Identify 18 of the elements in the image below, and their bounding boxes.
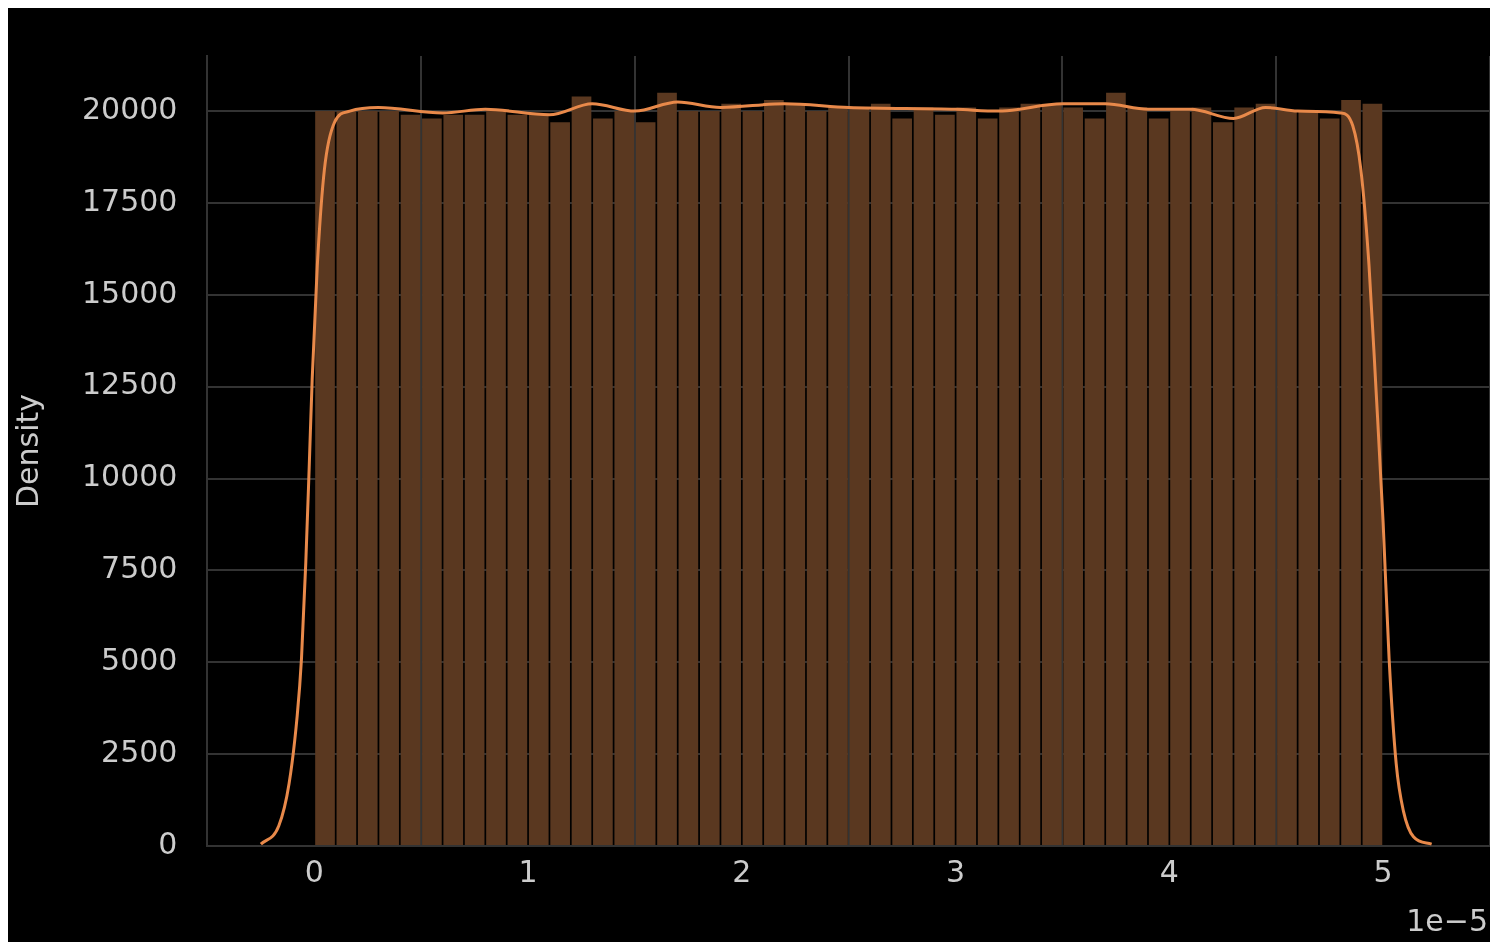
y-tick-label: 15000 bbox=[82, 274, 178, 310]
y-tick-label: 7500 bbox=[101, 550, 178, 586]
x-tick-label: 0 bbox=[304, 853, 324, 889]
line-series bbox=[259, 100, 1434, 846]
y-tick-label: 12500 bbox=[82, 366, 178, 402]
y-axis-title: Density bbox=[9, 393, 45, 509]
y-tick-label: 17500 bbox=[82, 182, 178, 218]
x-tick-label: 5 bbox=[1373, 853, 1393, 889]
x-tick-label: 1 bbox=[518, 853, 538, 889]
x-tick-label: 2 bbox=[732, 853, 752, 889]
y-tick-label: 2500 bbox=[101, 733, 178, 769]
x-tick-label: 4 bbox=[1159, 853, 1179, 889]
y-tick-label: 20000 bbox=[82, 90, 178, 126]
x-tick-label: 3 bbox=[946, 853, 966, 889]
text: 1e−5 bbox=[1406, 902, 1488, 938]
y-tick-label: 5000 bbox=[101, 642, 178, 678]
y-tick-label: 0 bbox=[158, 825, 178, 861]
y-tick-label: 10000 bbox=[82, 458, 178, 494]
